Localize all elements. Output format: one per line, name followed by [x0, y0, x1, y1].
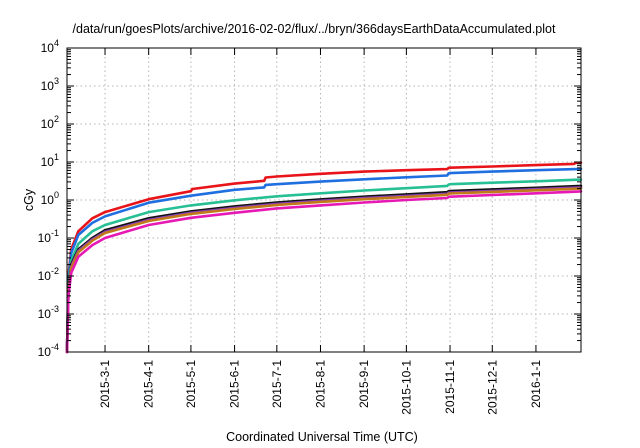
y-tick-label: 104	[41, 38, 59, 55]
y-tick-label: 10-4	[38, 342, 59, 359]
x-tick-label: 2015-10-1	[399, 360, 413, 415]
x-tick-label: 2015-8-1	[313, 360, 327, 408]
x-axis-label: Coordinated Universal Time (UTC)	[226, 430, 418, 444]
y-tick-label: 10-3	[38, 304, 59, 321]
x-tick-label: 2015-11-1	[443, 360, 457, 414]
y-tick-labels: 10-4 10-3 10-2 10-1 100 101 102 103 104	[38, 38, 59, 359]
series-line	[65, 178, 583, 354]
series-line	[65, 161, 583, 354]
x-tick-label: 2015-9-1	[357, 360, 371, 408]
x-tick-label: 2015-12-1	[485, 360, 499, 415]
x-tick-label: 2015-4-1	[142, 360, 156, 408]
y-tick-label: 103	[41, 76, 59, 93]
series-line	[65, 190, 583, 354]
y-tick-label: 10-1	[38, 228, 59, 245]
chart-title: /data/run/goesPlots/archive/2016-02-02/f…	[73, 22, 556, 36]
y-tick-label: 10-2	[38, 266, 59, 283]
x-tick-labels: 2015-3-1 2015-4-1 2015-5-1 2015-6-1 2015-7-1…	[98, 360, 543, 415]
plot-lines	[65, 161, 583, 354]
x-tick-label: 2015-7-1	[270, 360, 284, 408]
x-tick-label: 2015-3-1	[98, 360, 112, 408]
series-line	[65, 186, 583, 354]
y-tick-label: 101	[41, 152, 59, 169]
x-tick-label: 2016-1-1	[529, 360, 543, 408]
x-tick-label: 2015-6-1	[228, 360, 242, 408]
series-line	[65, 167, 583, 354]
x-tick-label: 2015-5-1	[184, 360, 198, 408]
grid-lines	[67, 48, 581, 352]
y-axis-label: cGy	[22, 188, 36, 211]
series-line	[65, 184, 583, 354]
series-line	[65, 187, 583, 354]
y-tick-label: 100	[41, 190, 59, 207]
axis-ticks	[67, 47, 581, 353]
y-tick-label: 102	[41, 114, 59, 131]
